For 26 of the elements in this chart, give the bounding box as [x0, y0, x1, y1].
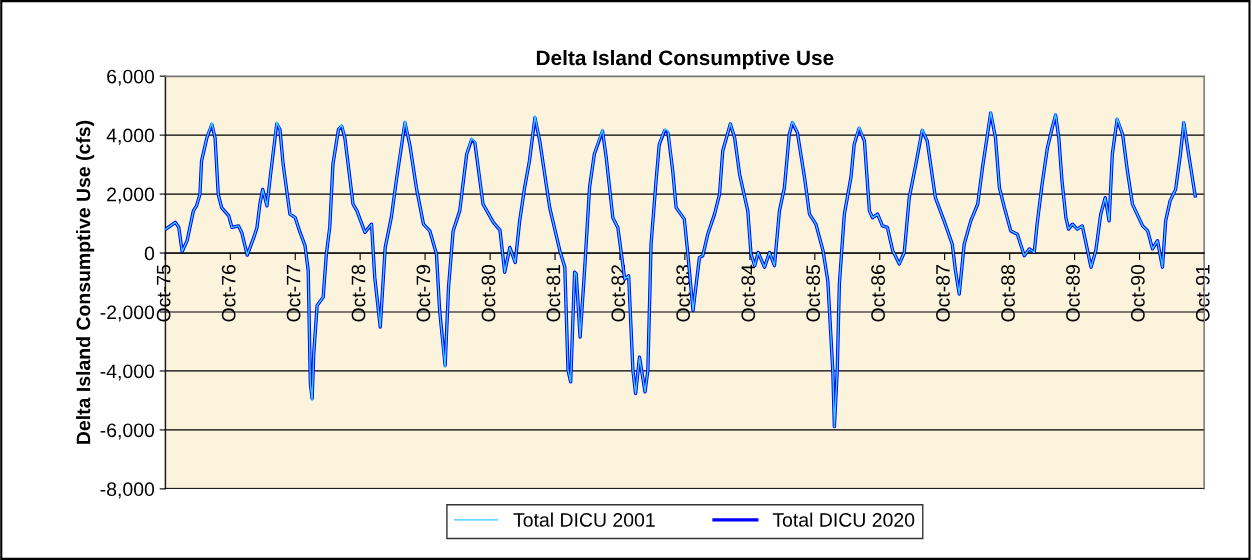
- y-tick-label: 2,000: [107, 187, 155, 204]
- y-tick-label: -6,000: [100, 423, 155, 440]
- x-tick-label: Oct-75: [156, 264, 171, 322]
- x-tick-label: Oct-84: [741, 264, 756, 322]
- x-tick-label: Oct-89: [1066, 265, 1080, 322]
- x-tick-label: Oct-86: [871, 265, 885, 322]
- chart-title: Delta Island Consumptive Use: [536, 49, 834, 70]
- x-tick-label: Oct-87: [936, 265, 950, 322]
- y-tick-label: -8,000: [100, 482, 155, 499]
- x-tick-label: Oct-81: [546, 265, 561, 322]
- x-tick-label: Oct-80: [481, 264, 496, 322]
- x-tick-label: Oct-76: [221, 265, 236, 322]
- x-tick-label: Oct-77: [286, 265, 301, 322]
- x-tick-label: Oct-88: [1001, 264, 1015, 322]
- legend-label: Total DICU 2001: [513, 512, 655, 527]
- legend-label: Total DICU 2020: [772, 512, 915, 527]
- x-tick-label: Oct-78: [351, 264, 366, 322]
- x-tick-label: Oct-90: [1130, 264, 1145, 322]
- y-tick-label: 4,000: [106, 128, 155, 145]
- y-tick-label: -2,000: [100, 305, 155, 322]
- y-tick-label: -4,000: [100, 364, 155, 381]
- y-tick-label: 0: [144, 246, 155, 261]
- y-tick-label: 6,000: [107, 69, 155, 86]
- y-axis-title: Delta Island Consumptive Use (cfs): [76, 120, 95, 444]
- x-tick-label: Oct-79: [416, 265, 431, 322]
- x-tick-label: Oct-85: [806, 264, 821, 322]
